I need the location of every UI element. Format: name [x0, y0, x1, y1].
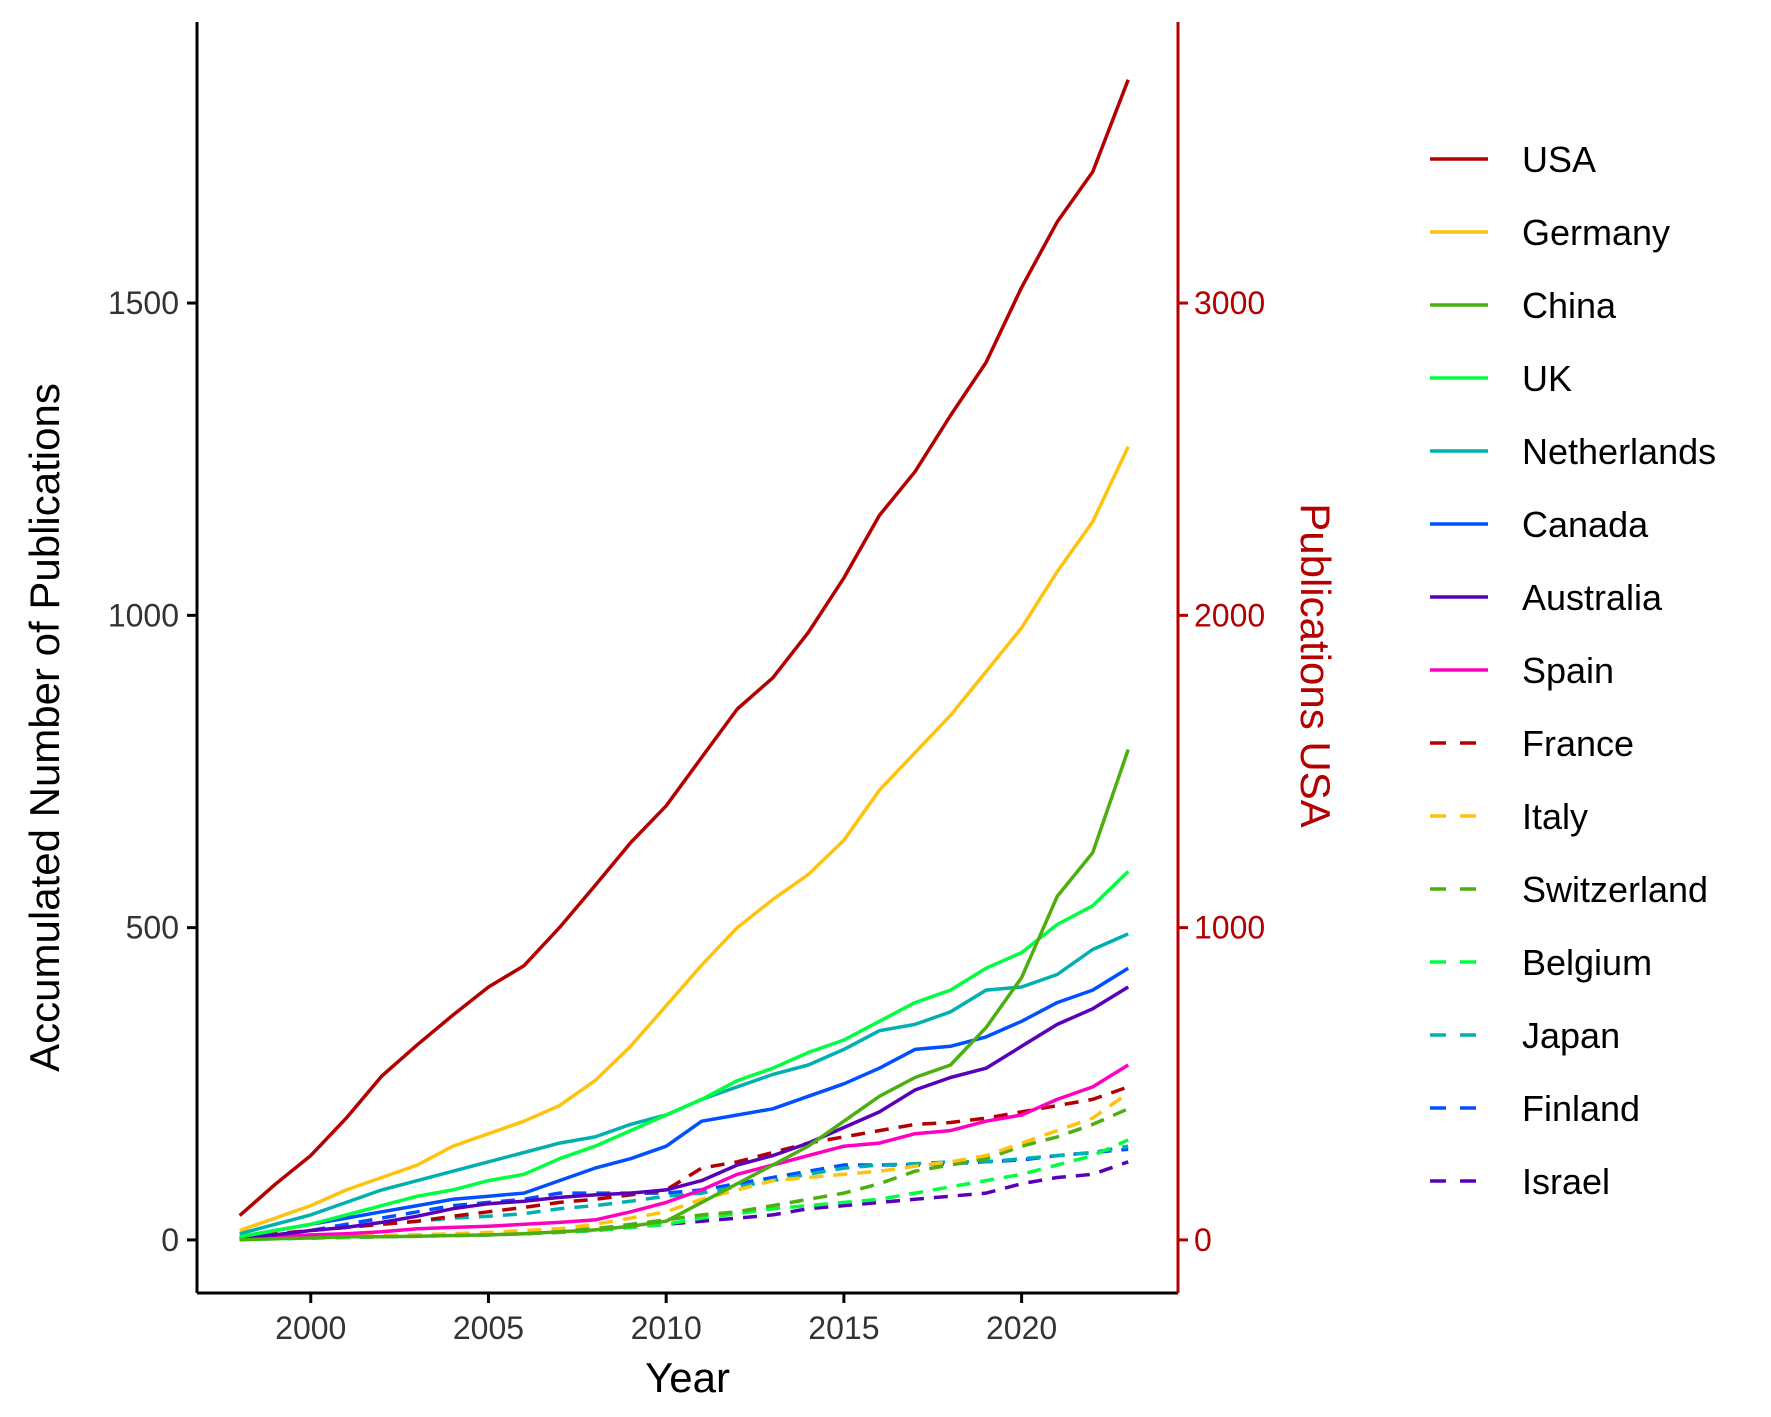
- x-tick-label: 2010: [631, 1310, 702, 1346]
- legend-label: Netherlands: [1522, 431, 1716, 472]
- y-tick-label: 1500: [108, 285, 179, 321]
- series-line-uk: [239, 870, 1130, 1239]
- series-line-china: [239, 749, 1130, 1242]
- series-line-spain: [239, 1063, 1130, 1241]
- series-line-canada: [239, 966, 1130, 1239]
- x-axis-title: Year: [645, 1354, 730, 1401]
- legend-label: Australia: [1522, 577, 1663, 618]
- legend-label: USA: [1522, 139, 1596, 180]
- x-tick-label: 2015: [808, 1310, 879, 1346]
- series-line-france: [239, 1085, 1129, 1239]
- plot-lines: [238, 79, 1130, 1242]
- y2-tick-label: 1000: [1194, 910, 1265, 946]
- legend-label: Japan: [1522, 1015, 1620, 1056]
- legend-label: UK: [1522, 358, 1572, 399]
- legend: USA Germany China UK Netherlands Canada Austra…: [1430, 139, 1716, 1202]
- y2-tick-label: 2000: [1194, 597, 1265, 633]
- legend-label: Belgium: [1522, 942, 1652, 983]
- y2-tick-label: 3000: [1194, 285, 1265, 321]
- legend-label: France: [1522, 723, 1634, 764]
- series-line-usa: [238, 79, 1130, 1217]
- y-axis-title: Accumulated Number of Publications: [21, 383, 68, 1072]
- legend-label: Spain: [1522, 650, 1614, 691]
- legend-label: Canada: [1522, 504, 1649, 545]
- series-line-germany: [239, 445, 1130, 1233]
- y-tick-label: 1000: [108, 597, 179, 633]
- y-tick-label: 0: [161, 1222, 179, 1258]
- x-ticks: 2000 2005 2010 2015 2020: [275, 1293, 1057, 1346]
- legend-label: China: [1522, 285, 1617, 326]
- legend-label: Switzerland: [1522, 869, 1708, 910]
- series-line-switzerland: [239, 1107, 1129, 1241]
- series-line-israel: [239, 1160, 1129, 1242]
- y2-tick-label: 0: [1194, 1222, 1212, 1258]
- right-y-axis-title: Publications USA: [1292, 503, 1339, 828]
- x-tick-label: 2000: [275, 1310, 346, 1346]
- x-tick-label: 2005: [453, 1310, 524, 1346]
- right-y-ticks: 0 1000 2000 3000: [1178, 285, 1265, 1258]
- legend-label: Italy: [1522, 796, 1588, 837]
- legend-label: Finland: [1522, 1088, 1640, 1129]
- legend-label: Israel: [1522, 1161, 1610, 1202]
- legend-label: Germany: [1522, 212, 1670, 253]
- x-tick-label: 2020: [986, 1310, 1057, 1346]
- left-y-ticks: 0 500 1000 1500: [108, 285, 197, 1258]
- series-line-australia: [239, 985, 1130, 1241]
- y-tick-label: 500: [126, 910, 179, 946]
